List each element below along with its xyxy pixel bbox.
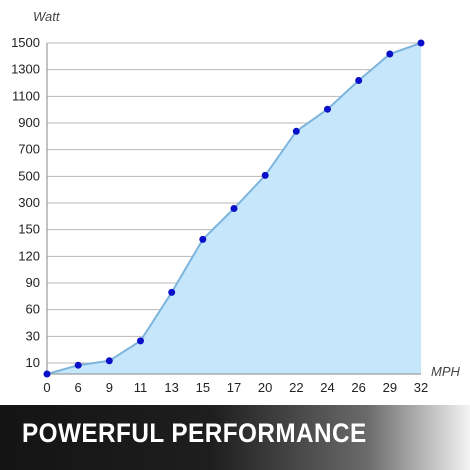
x-tick-label: 29: [383, 380, 397, 395]
y-tick-label: 500: [18, 168, 40, 183]
data-point: [355, 77, 363, 84]
x-tick-labels: 0 6 9 11 13 15 17 20 22 24 26 29 32: [43, 380, 428, 395]
x-tick-label: 15: [196, 380, 210, 395]
data-point: [105, 357, 113, 365]
data-point: [74, 361, 82, 369]
x-tick-label: 26: [351, 380, 365, 395]
data-point: [386, 50, 394, 58]
data-point: [417, 39, 425, 47]
data-point: [230, 205, 238, 212]
x-tick-label: 13: [164, 380, 178, 395]
data-point: [324, 105, 331, 113]
x-tick-label: 0: [43, 380, 50, 395]
data-point: [168, 288, 176, 296]
data-point: [43, 370, 51, 378]
y-tick-label: 300: [18, 195, 40, 210]
data-points: [43, 39, 425, 378]
x-tick-label: 20: [258, 380, 272, 395]
x-tick-label: 9: [106, 380, 113, 395]
y-tick-label: 10: [26, 355, 40, 370]
x-axis-title: MPH: [431, 364, 461, 379]
x-tick-label: 6: [75, 380, 82, 395]
data-point: [199, 235, 207, 243]
data-point: [292, 127, 300, 135]
banner: POWERFUL PERFORMANCE: [0, 405, 470, 470]
y-tick-label: 1100: [12, 88, 40, 103]
y-axis-title: Watt: [33, 9, 61, 24]
data-point: [261, 171, 269, 179]
x-tick-label: 24: [320, 380, 334, 395]
y-tick-label: 900: [18, 115, 40, 130]
x-tick-label: 17: [227, 380, 241, 395]
y-tick-label: 150: [18, 222, 40, 237]
y-tick-labels: 10 30 60 90 120 150 300 500 700 900 1100 1300 1500: [11, 35, 40, 370]
data-point: [137, 337, 144, 345]
x-tick-label: 11: [134, 380, 148, 395]
y-tick-label: 120: [18, 248, 40, 263]
y-tick-label: 30: [26, 328, 40, 343]
axes: [46, 43, 421, 375]
banner-title: POWERFUL PERFORMANCE: [22, 418, 367, 448]
x-tick-label: 22: [289, 380, 303, 395]
y-tick-label: 60: [26, 302, 40, 317]
y-tick-label: 1300: [11, 62, 40, 77]
y-tick-label: 90: [26, 275, 40, 290]
y-tick-label: 700: [18, 142, 40, 157]
x-tick-label: 32: [414, 380, 428, 395]
y-tick-label: 1500: [11, 35, 40, 50]
